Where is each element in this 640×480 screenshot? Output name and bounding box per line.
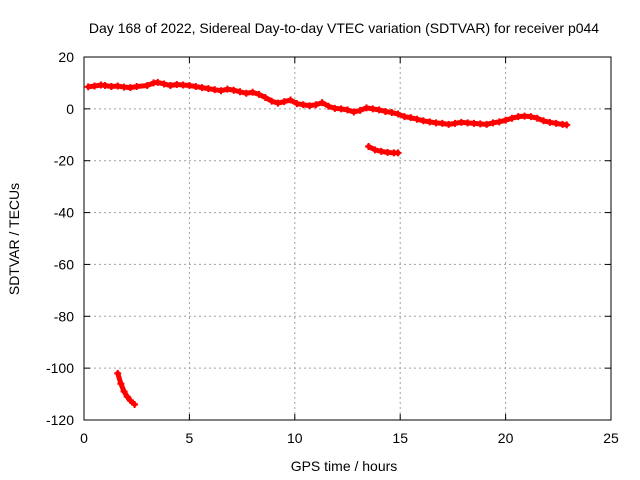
y-tick-label: -100	[46, 360, 74, 376]
y-tick-label: 0	[66, 101, 74, 117]
y-tick-label: -80	[54, 308, 74, 324]
x-tick-label: 25	[603, 430, 619, 446]
x-axis-label: GPS time / hours	[291, 458, 398, 474]
data-series	[365, 142, 402, 157]
data-series	[84, 78, 571, 129]
y-tick-label: -40	[54, 205, 74, 221]
x-tick-label: 5	[186, 430, 194, 446]
x-tick-label: 0	[80, 430, 88, 446]
x-tick-label: 15	[392, 430, 408, 446]
y-tick-label: 20	[58, 49, 74, 65]
y-tick-label: -60	[54, 256, 74, 272]
x-tick-label: 10	[287, 430, 303, 446]
data-markers	[84, 78, 571, 408]
y-tick-labels: 20 0 -20 -40 -60 -80 -100 -120	[46, 49, 74, 428]
data-series-trace	[85, 79, 570, 128]
data-series-trace	[115, 370, 138, 407]
tick-marks	[83, 56, 612, 421]
y-tick-label: -120	[46, 412, 74, 428]
y-axis-label: SDTVAR / TECUs	[6, 183, 22, 295]
y-tick-label: -20	[54, 153, 74, 169]
data-series	[114, 369, 139, 408]
chart-title: Day 168 of 2022, Sidereal Day-to-day VTE…	[89, 20, 599, 36]
x-tick-labels: 0 5 10 15 20 25	[80, 430, 619, 446]
data-series-trace	[366, 143, 401, 156]
plot-frame	[83, 56, 612, 421]
x-tick-label: 20	[498, 430, 514, 446]
